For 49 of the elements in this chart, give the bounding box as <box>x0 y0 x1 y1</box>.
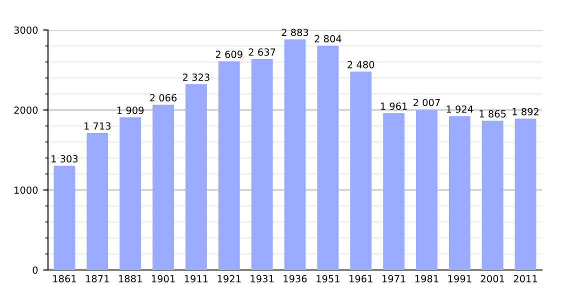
x-tick-label: 1861 <box>53 275 76 282</box>
data-label: 1 961 <box>380 102 407 110</box>
x-tick-label: 2001 <box>480 275 504 282</box>
y-tick-label: 2000 <box>14 106 38 114</box>
data-label: 2 066 <box>150 94 177 102</box>
data-label: 1 909 <box>117 106 144 114</box>
bar <box>383 113 405 270</box>
x-tick-label: 1881 <box>119 275 142 282</box>
data-label: 2 609 <box>216 50 242 58</box>
data-label: 2 323 <box>182 74 210 81</box>
data-label: 2 480 <box>348 60 374 68</box>
x-tick-label: 1961 <box>350 275 372 282</box>
bar <box>514 118 536 270</box>
data-label: 1 713 <box>84 122 111 130</box>
bar <box>218 61 240 270</box>
x-tick-label: 1981 <box>415 275 438 282</box>
x-tick-label: 1901 <box>152 275 175 282</box>
bar <box>350 72 372 270</box>
y-tick-label: 3000 <box>14 26 38 34</box>
x-tick-label: 1951 <box>316 275 340 282</box>
bar <box>54 166 76 270</box>
data-label: 1 865 <box>480 110 506 118</box>
x-tick-label: 2011 <box>514 275 538 282</box>
x-tick-label: 1921 <box>218 275 241 282</box>
data-label: 2 883 <box>282 28 308 36</box>
x-tick-label: 1991 <box>448 275 472 282</box>
x-tick-label: 1971 <box>382 275 406 282</box>
bar <box>317 46 339 270</box>
bar <box>284 39 306 270</box>
bar <box>448 116 470 270</box>
x-tick-label: 1931 <box>250 275 274 282</box>
data-label: 2 007 <box>414 98 440 106</box>
data-label: 1 892 <box>512 108 538 116</box>
y-tick-label: 0 <box>32 266 38 274</box>
bar <box>86 132 108 270</box>
bar <box>482 120 504 270</box>
data-label: 1 924 <box>446 105 474 113</box>
x-tick-label: 1871 <box>86 275 109 282</box>
data-label: 1 303 <box>52 155 78 162</box>
y-tick-label: 1000 <box>14 186 38 194</box>
x-tick-label: 1911 <box>184 275 208 282</box>
bar <box>416 109 438 270</box>
x-tick-label: 1936 <box>284 275 307 282</box>
bar <box>152 104 174 270</box>
bar <box>120 117 142 270</box>
bar <box>185 84 207 270</box>
data-label: 2 804 <box>314 35 342 42</box>
bar <box>251 59 273 270</box>
data-label: 2 637 <box>248 48 276 56</box>
